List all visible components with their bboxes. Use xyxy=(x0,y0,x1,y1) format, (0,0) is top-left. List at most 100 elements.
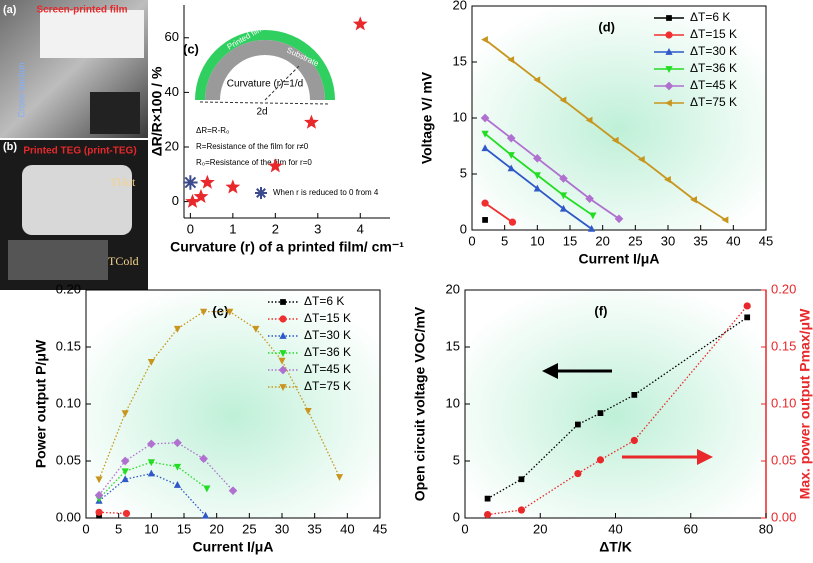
x-axis-label: Curvature (r) of a printed film/ cm⁻¹ xyxy=(170,239,404,255)
inset-diagram: Printed film Substrate Curvature (r)=1/d… xyxy=(195,24,335,167)
marker xyxy=(203,485,211,493)
film-arc xyxy=(195,30,335,101)
photo-caption: Cross-section xyxy=(16,62,26,117)
x-tick-label: 0 xyxy=(82,521,89,536)
y-tick-label: 5 xyxy=(460,165,467,180)
arrow xyxy=(622,449,713,465)
legend-label: ΔT=36 K xyxy=(690,61,737,75)
marker xyxy=(721,216,729,224)
marker xyxy=(185,193,200,208)
marker xyxy=(193,188,209,204)
panel-label: (f) xyxy=(594,303,607,318)
legend-marker xyxy=(278,365,288,375)
marker xyxy=(630,436,638,445)
legend-label: ΔT=30 K xyxy=(304,328,351,342)
marker xyxy=(481,199,489,207)
marker xyxy=(744,314,751,321)
marker xyxy=(585,116,593,124)
y-tick-label: 0.10 xyxy=(56,395,81,410)
series-line xyxy=(487,305,748,516)
y-axis-label: Power output P/μW xyxy=(33,339,49,468)
marker xyxy=(278,357,286,365)
photo-caption: THot xyxy=(110,175,136,189)
panel-label: (d) xyxy=(598,19,615,34)
y-tick-label: 0 xyxy=(172,193,179,208)
legend-label: ΔT=45 K xyxy=(304,362,351,376)
legend-label: ΔT=75 K xyxy=(304,379,351,393)
legend-label: ΔT=6 K xyxy=(304,294,344,308)
marker xyxy=(95,508,103,516)
legend-label: ΔT=15 K xyxy=(304,311,351,325)
x-tick-label: 20 xyxy=(595,233,609,248)
x-tick-label: 15 xyxy=(563,233,577,248)
x-axis-label: ΔT/K xyxy=(599,539,632,555)
marker xyxy=(533,184,541,192)
y-tick-label: 60 xyxy=(165,29,179,44)
y-tick-label: 20 xyxy=(453,0,467,12)
y-tick-label: 0.00 xyxy=(56,509,81,524)
legend-marker xyxy=(666,15,672,21)
x-tick-label: 45 xyxy=(759,233,773,248)
marker xyxy=(507,56,515,64)
marker xyxy=(225,179,241,194)
legend-marker xyxy=(279,332,287,339)
diameter-line xyxy=(199,101,331,105)
y-tick-label: 10 xyxy=(453,109,467,124)
marker xyxy=(122,509,131,518)
y2-tick-label: 0.00 xyxy=(771,509,796,524)
annotation: R₀=Resistance of the film for r=0 xyxy=(196,158,312,167)
marker xyxy=(559,96,567,104)
photo-a: (a) Screen-printed film Cross-section xyxy=(0,0,148,138)
panel-label: (c) xyxy=(183,41,199,56)
photo-inset xyxy=(90,92,140,134)
marker xyxy=(631,392,638,398)
x-tick-label: 35 xyxy=(307,521,321,536)
photo-b: (b) Printed TEG (print-TEG) THot TCold xyxy=(0,140,148,290)
y-tick-label: 0 xyxy=(453,509,460,524)
photo-title: Screen-printed film xyxy=(36,5,127,16)
y2-tick-label: 0.15 xyxy=(771,338,796,353)
panel-label: (b) xyxy=(3,141,17,153)
marker xyxy=(559,174,568,183)
series-line xyxy=(484,38,726,221)
y2-axis-label: Max. power output Pmax/μW xyxy=(797,308,813,499)
marker xyxy=(199,454,208,464)
marker xyxy=(690,196,698,204)
x-tick-label: 10 xyxy=(144,521,158,536)
marker xyxy=(507,152,515,159)
y-tick-label: 40 xyxy=(165,84,179,99)
x-tick-label: 0 xyxy=(468,233,475,248)
marker xyxy=(120,456,130,466)
plot-background xyxy=(86,290,380,518)
y-tick-label: 10 xyxy=(446,395,460,410)
x-tick-label: 4 xyxy=(357,221,364,236)
marker xyxy=(484,495,491,502)
legend-label: ΔT=6 K xyxy=(690,10,730,24)
y-tick-label: 0.05 xyxy=(56,452,81,467)
panel-label: (e) xyxy=(212,303,228,318)
marker xyxy=(517,506,526,514)
y-axis-label: Open circuit voltage VOC/mV xyxy=(412,306,428,501)
marker xyxy=(121,475,129,483)
legend-label: ΔT=15 K xyxy=(690,27,737,41)
legend-marker xyxy=(665,66,673,73)
plot-background xyxy=(472,6,766,230)
x-tick-label: 60 xyxy=(684,521,698,536)
marker xyxy=(587,224,596,232)
annotation: Curvature (r)=1/d xyxy=(227,79,303,90)
x-tick-label: 1 xyxy=(229,221,236,236)
marker xyxy=(200,308,208,316)
plot-background xyxy=(465,290,766,518)
y-axis-label: Voltage V/ mV xyxy=(419,71,435,164)
marker xyxy=(507,164,515,172)
series-line xyxy=(487,316,748,500)
legend-marker xyxy=(665,31,673,39)
marker xyxy=(173,463,182,471)
marker xyxy=(121,410,129,418)
marker xyxy=(743,302,751,310)
marker xyxy=(147,469,155,477)
legend-marker xyxy=(280,299,286,305)
marker xyxy=(226,308,234,316)
marker xyxy=(597,410,604,416)
series-line xyxy=(484,117,620,220)
